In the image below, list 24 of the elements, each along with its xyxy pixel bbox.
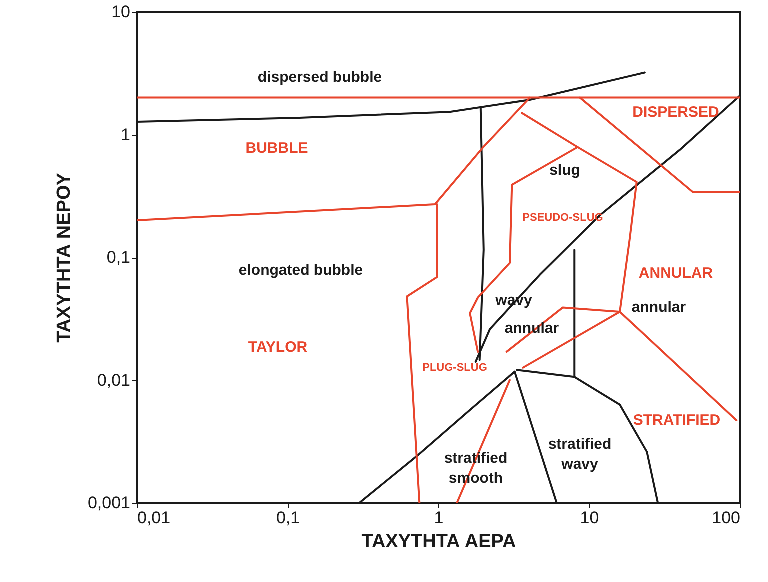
annotation: elongated bubble (238, 262, 364, 279)
x-tick-label: 100 (712, 508, 740, 528)
annotation: annular (632, 299, 686, 316)
y-tick-label: 10 (112, 2, 130, 22)
annotation: dispersed bubble (258, 69, 382, 86)
annotation: TAYLOR (248, 339, 308, 356)
x-tick-label: 10 (580, 508, 600, 528)
x-tick-label: 1 (434, 508, 444, 528)
annotation: DISPERSED (632, 104, 720, 121)
x-axis-title: ΤΑΧΥΤΗΤΑ ΑΕΡΑ (362, 532, 517, 552)
annotation: slug (550, 162, 580, 179)
y-axis-title: ΤΑΧΥΤΗΤΑ ΝΕΡΟΥ (54, 172, 75, 343)
annotation: wavy (560, 456, 599, 473)
annotation: PLUG-SLUG (422, 362, 488, 374)
annotation: stratified (548, 436, 612, 453)
annotation: BUBBLE (246, 140, 308, 157)
y-tick-label: 0,001 (88, 494, 130, 512)
annotation: STRATIFIED (633, 412, 721, 429)
y-tick-label: 0,1 (106, 248, 130, 267)
x-tick-label: 0,1 (276, 508, 300, 528)
x-tick-label: 0,01 (138, 508, 171, 528)
y-tick-label: 0,01 (97, 370, 130, 390)
annotation: ANNULAR (638, 265, 714, 282)
y-tick-label: 1 (121, 125, 130, 144)
